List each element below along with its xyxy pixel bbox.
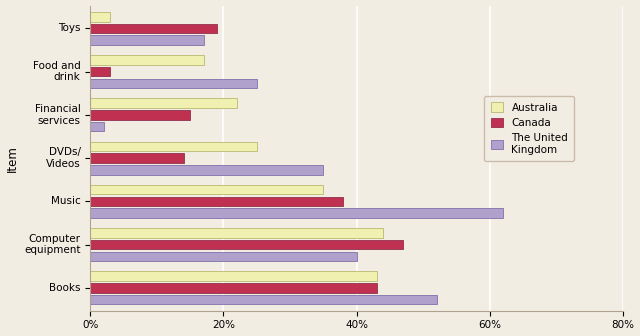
Bar bbox=[90, 154, 184, 163]
Bar bbox=[90, 67, 110, 77]
Bar bbox=[90, 283, 376, 293]
Bar bbox=[90, 185, 323, 195]
Bar bbox=[90, 240, 403, 249]
Bar bbox=[90, 142, 257, 151]
Bar bbox=[90, 252, 356, 261]
Bar bbox=[90, 110, 190, 120]
Bar bbox=[90, 35, 204, 45]
Bar bbox=[90, 271, 376, 281]
Bar bbox=[90, 197, 343, 206]
Bar bbox=[90, 55, 204, 65]
Bar bbox=[90, 79, 257, 88]
Bar bbox=[90, 208, 503, 218]
Y-axis label: Item: Item bbox=[6, 145, 19, 172]
Bar bbox=[90, 98, 237, 108]
Bar bbox=[90, 295, 436, 304]
Bar bbox=[90, 122, 104, 131]
Bar bbox=[90, 12, 110, 22]
Legend: Australia, Canada, The United
Kingdom: Australia, Canada, The United Kingdom bbox=[484, 96, 575, 161]
Bar bbox=[90, 24, 217, 33]
Bar bbox=[90, 165, 323, 175]
Bar bbox=[90, 228, 383, 238]
